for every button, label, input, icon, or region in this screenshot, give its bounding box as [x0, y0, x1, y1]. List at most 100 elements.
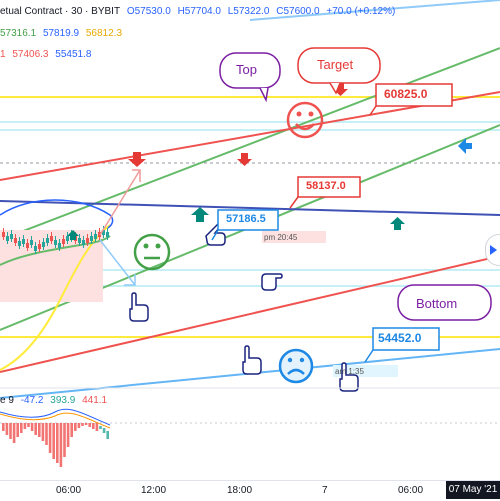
candle-body — [82, 240, 85, 245]
indicator-value-2: 393.9 — [50, 395, 76, 406]
red-down-arrow-2[interactable] — [237, 153, 252, 166]
price-box-60825[interactable] — [375, 83, 453, 107]
indicator-macd-line — [0, 408, 111, 426]
pink-time-zone — [262, 231, 326, 243]
price-box-57186[interactable] — [217, 209, 279, 231]
price-label-58137: 58137.0 — [306, 180, 346, 192]
histogram-bar — [77, 423, 81, 428]
histogram-bar — [81, 423, 84, 426]
histogram-bar — [2, 423, 5, 431]
projection-up-arrowhead — [132, 169, 141, 182]
price-label-60825: 60825.0 — [384, 87, 428, 101]
indicator-histogram — [2, 423, 109, 467]
histogram-bar — [59, 423, 63, 467]
green-neutral-face[interactable] — [133, 233, 171, 271]
change-value: +70.0 (+0.12%) — [326, 6, 396, 17]
candle-body — [46, 238, 49, 243]
candle-body — [106, 232, 109, 237]
histogram-bar — [92, 423, 95, 429]
histogram-bar — [34, 423, 37, 435]
candle-body — [34, 246, 37, 251]
time-tick: 12:00 — [141, 485, 167, 496]
green-channel-upper[interactable] — [0, 47, 500, 241]
candle-body — [22, 239, 25, 244]
histogram-bar — [88, 423, 91, 427]
blue-trendline-top[interactable] — [249, 0, 500, 21]
time-tick: 18:00 — [227, 485, 253, 496]
target-label: Target — [317, 57, 354, 72]
histogram-bar — [20, 423, 23, 433]
ind1-value-1: 57316.1 — [0, 28, 37, 39]
histogram-bar — [45, 423, 48, 445]
candle-body — [66, 236, 69, 241]
candle-body — [58, 243, 61, 248]
pointing-hand-icon-1[interactable] — [129, 292, 149, 322]
histogram-bar — [84, 423, 88, 425]
indicator-name[interactable]: e 9 — [0, 395, 14, 406]
candle-body — [26, 243, 29, 248]
candle-body — [6, 236, 9, 241]
candle-body — [54, 240, 57, 245]
candle-body — [86, 238, 89, 243]
top-callout-bubble[interactable] — [219, 52, 281, 89]
indicator-header-2: 1 57406.3 55451.8 — [0, 49, 95, 60]
candle-body — [94, 234, 97, 239]
teal-up-arrow-2[interactable] — [390, 217, 405, 230]
red-smiley-face[interactable] — [286, 101, 324, 139]
indicator-value-1: -47.2 — [20, 395, 44, 406]
pointing-hand-icon-3[interactable] — [261, 273, 283, 291]
time-marker-am: am 1:35 — [335, 367, 364, 376]
histogram-bar — [102, 428, 106, 433]
histogram-bar — [106, 431, 109, 439]
projection-down-line — [99, 239, 136, 286]
top-label: Top — [236, 62, 257, 77]
indicator-header-1: 57316.1 57819.9 56812.3 — [0, 28, 126, 39]
teal-up-arrow-3[interactable] — [67, 230, 79, 240]
ind2-prefix: 1 — [0, 49, 6, 60]
histogram-bar — [66, 423, 70, 447]
candle-body — [90, 236, 93, 241]
red-down-arrow-3[interactable] — [333, 83, 348, 96]
ind2-value-2: 55451.8 — [55, 49, 92, 60]
candle-body — [102, 230, 105, 235]
red-channel-lower[interactable] — [0, 255, 500, 373]
indicator-pane-header: e 9 -47.2 393.9 441.1 — [0, 395, 111, 406]
blue-sad-face[interactable] — [278, 348, 314, 384]
close-value: C57600.0 — [276, 6, 320, 17]
play-icon — [490, 245, 497, 255]
histogram-bar — [52, 423, 55, 459]
teal-up-arrow-1[interactable] — [191, 207, 209, 222]
histogram-bar — [48, 423, 52, 453]
histogram-bar — [38, 423, 41, 437]
histogram-bar — [63, 423, 66, 457]
blue-left-arrow[interactable] — [458, 138, 472, 154]
histogram-bar — [70, 423, 73, 437]
bottom-callout-bubble[interactable] — [397, 284, 492, 321]
blue-band-curve — [0, 199, 114, 229]
blue-time-zone — [333, 365, 398, 377]
pointing-hand-icon-4[interactable] — [339, 362, 359, 392]
time-axis[interactable]: 06:00 12:00 18:00 7 06:00 — [0, 480, 500, 501]
candle-body — [78, 238, 81, 243]
histogram-bar — [41, 423, 45, 441]
red-down-arrow-1[interactable] — [128, 152, 146, 167]
symbol-title[interactable]: etual Contract · 30 · BYBIT — [0, 6, 121, 17]
open-value: O57530.0 — [126, 6, 171, 17]
indicator-value-3: 441.1 — [82, 395, 108, 406]
histogram-bar — [16, 423, 19, 437]
projection-down-arrowhead — [124, 274, 136, 286]
candle-body — [30, 240, 33, 245]
high-value: H57704.0 — [177, 6, 221, 17]
candle-body — [18, 241, 21, 246]
price-box-58137[interactable] — [297, 176, 361, 198]
indicator-signal-line — [0, 412, 111, 429]
candle-body — [10, 234, 13, 239]
time-tick: 06:00 — [56, 485, 82, 496]
ind1-value-2: 57819.9 — [42, 28, 80, 39]
price-box-54452[interactable] — [372, 327, 440, 351]
histogram-bar — [56, 423, 59, 463]
chart-canvas[interactable] — [0, 0, 500, 480]
histogram-bar — [27, 423, 30, 427]
histogram-bar — [99, 426, 102, 429]
pointing-hand-icon-2[interactable] — [242, 345, 262, 375]
